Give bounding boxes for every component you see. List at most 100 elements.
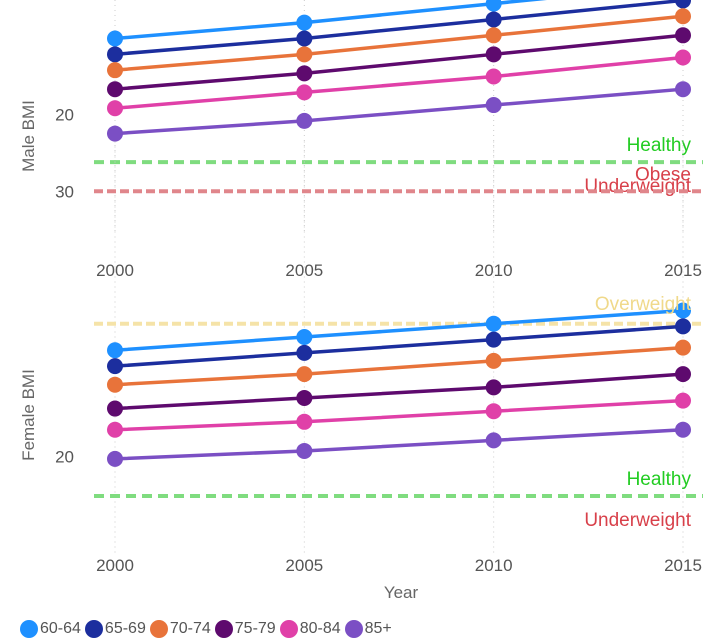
legend-swatch-3 (214, 620, 233, 638)
p0-series-5-point-2 (485, 97, 502, 114)
p0-series-0-point-0 (107, 30, 123, 47)
p0-xtick-1: 2005 (285, 261, 323, 280)
legend-item-1[interactable]: 65-69 (84, 620, 146, 638)
p0-ytick-0: 20 (55, 106, 74, 125)
legend-swatch-4 (279, 620, 298, 638)
p1-series-3-point-2 (485, 379, 502, 396)
p1-series-5-point-1 (296, 442, 313, 459)
legend-item-3[interactable]: 75-79 (214, 620, 276, 638)
p1-series-1-point-0 (107, 358, 123, 375)
p0-series-2-point-0 (107, 62, 123, 79)
p0-xtick-3: 2015 (664, 261, 702, 280)
p1-reflabel-1: Overweight (595, 294, 692, 315)
p1-series-line-2 (114, 345, 684, 387)
p1-series-4-point-1 (296, 413, 313, 430)
legend-label-0: 60-64 (40, 620, 81, 637)
p1-series-line-0 (114, 308, 684, 352)
p1-series-line-1 (114, 324, 684, 368)
legend-label-1: 65-69 (104, 620, 146, 637)
p1-series-0-point-0 (107, 342, 123, 359)
p0-series-5-point-1 (296, 112, 313, 129)
p0-series-1-point-1 (296, 30, 313, 47)
p0-series-0-point-1 (296, 14, 313, 31)
p1-series-3-point-0 (107, 400, 123, 417)
p1-series-4-point-3 (675, 392, 691, 409)
p0-series-4-point-1 (296, 84, 313, 101)
legend-label-2: 70-74 (169, 620, 211, 637)
p1-ytick-0: 20 (55, 447, 74, 466)
p1-ylabel: Female BMI (19, 369, 38, 461)
legend-item-5[interactable]: 85+ (344, 620, 392, 638)
p0-series-3-point-1 (296, 65, 313, 82)
p1-xlabel: Year (384, 583, 419, 602)
p1-series-line-3 (114, 372, 684, 411)
p1-series-0-point-2 (485, 315, 502, 332)
p0-series-4-point-3 (675, 49, 691, 66)
p1-series-3-point-1 (296, 389, 313, 406)
p1-reflabel-3: Underweight (584, 510, 691, 531)
p1-series-4-point-2 (485, 403, 502, 420)
p1-series-5-point-2 (485, 432, 502, 449)
legend-swatch-2 (149, 620, 168, 638)
p0-series-line-0 (114, 0, 548, 41)
legend-swatch-5 (344, 620, 363, 638)
p0-ylabel: Male BMI (19, 100, 38, 172)
p0-xtick-2: 2010 (475, 261, 513, 280)
p1-reflabel-2: Healthy (627, 469, 692, 490)
p0-series-line-5 (114, 87, 684, 136)
p0-series-5-point-3 (675, 81, 691, 98)
p1-series-3-point-3 (675, 366, 691, 383)
p1-ytick-1: 30 (55, 182, 74, 201)
p0-series-line-4 (114, 55, 684, 110)
p0-series-2-point-2 (485, 27, 502, 44)
legend-label-3: 75-79 (234, 620, 276, 637)
p1-series-4-point-0 (107, 421, 123, 438)
legend-swatch-0 (20, 620, 38, 638)
p1-reflabel-0: Obese (635, 164, 691, 185)
p1-series-1-point-1 (296, 344, 313, 361)
p0-reflabel-3: Underweight (584, 176, 691, 197)
p0-series-2-point-3 (675, 8, 691, 25)
p1-xtick-2: 2010 (475, 556, 513, 575)
p0-series-line-2 (114, 14, 684, 72)
p0-series-3-point-0 (107, 81, 123, 98)
p1-xtick-0: 2000 (96, 556, 134, 575)
p0-series-2-point-1 (296, 46, 313, 63)
p1-series-5-point-3 (675, 421, 691, 438)
p0-series-1-point-3 (675, 0, 691, 9)
p1-series-0-point-1 (296, 329, 313, 345)
p1-series-1-point-2 (485, 331, 502, 348)
legend-label-4: 80-84 (299, 620, 341, 637)
p0-series-line-1 (114, 0, 684, 57)
p1-series-0-point-3 (675, 302, 691, 319)
p0-series-line-3 (114, 33, 684, 91)
p1-series-1-point-3 (675, 318, 691, 335)
p1-series-2-point-0 (107, 376, 123, 393)
legend-item-4[interactable]: 80-84 (279, 620, 341, 638)
p0-reflabel-2: Healthy (627, 135, 692, 156)
p1-series-2-point-3 (675, 339, 691, 356)
p0-series-0-point-2 (485, 0, 502, 12)
p1-xtick-1: 2005 (285, 556, 323, 575)
p0-series-5-point-0 (107, 125, 123, 142)
p1-series-2-point-2 (485, 352, 502, 369)
p1-series-2-point-1 (296, 366, 313, 383)
p0-series-1-point-2 (485, 11, 502, 28)
p1-xtick-3: 2015 (664, 556, 702, 575)
p0-series-3-point-3 (675, 27, 691, 44)
legend-item-2[interactable]: 70-74 (149, 620, 211, 638)
p0-series-4-point-0 (107, 100, 123, 117)
legend: 60-64 65-69 70-74 75-79 80-84 85+ (20, 619, 396, 639)
p0-series-3-point-2 (485, 46, 502, 63)
p1-series-5-point-0 (107, 450, 123, 467)
p0-series-1-point-0 (107, 46, 123, 63)
legend-item-0[interactable]: 60-64 (20, 620, 81, 638)
legend-label-5: 85+ (364, 620, 392, 637)
p1-series-line-4 (114, 398, 684, 432)
p0-series-4-point-2 (485, 68, 502, 85)
p0-xtick-0: 2000 (96, 261, 134, 280)
legend-swatch-1 (84, 620, 103, 638)
p1-series-line-5 (114, 428, 684, 461)
